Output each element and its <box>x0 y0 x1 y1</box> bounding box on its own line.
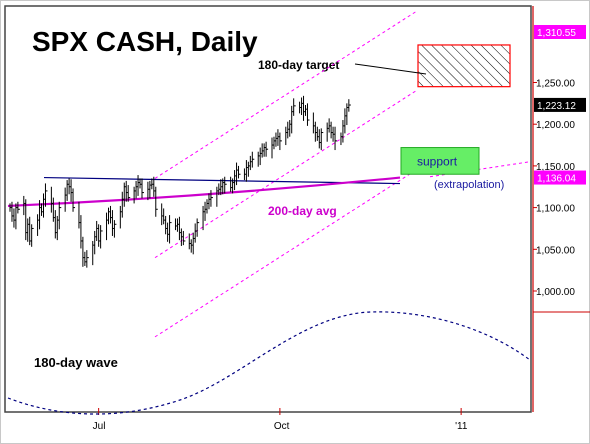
channel-line <box>154 169 417 338</box>
price-tag <box>534 170 586 185</box>
x-tick-label: Oct <box>274 421 290 432</box>
channel-extrapolation <box>429 161 531 178</box>
extrapolation-label: (extrapolation) <box>434 179 504 191</box>
y-tick-label: 1,200.00 <box>536 120 575 131</box>
y-tick-label: 1,100.00 <box>536 204 575 215</box>
chart-marks: 1,000.00 1,050.00 1,100.00 1,150.00 1,200.00… <box>7 6 590 432</box>
x-tick-label: Jul <box>93 421 106 432</box>
avg-label: 200-day avg <box>268 204 337 218</box>
target-label: 180-day target <box>258 58 339 72</box>
channel-line <box>154 11 417 179</box>
y-tick-label: 1,150.00 <box>536 162 575 173</box>
target-pointer <box>354 63 427 75</box>
price-tag-label: 1,223.12 <box>537 101 576 112</box>
y-tick-label: 1,000.00 <box>536 287 575 298</box>
target-box <box>417 44 511 88</box>
y-tick-label: 1,250.00 <box>536 79 575 90</box>
price-tag-label: 1,136.04 <box>537 174 576 185</box>
channel-line <box>154 90 417 259</box>
x-tick-label: '11 <box>455 421 468 432</box>
support-label: support <box>417 155 458 169</box>
price-tag <box>534 97 586 112</box>
chart-title: SPX CASH, Daily <box>32 26 258 57</box>
wave-label: 180-day wave <box>34 355 118 370</box>
y-tick-label: 1,050.00 <box>536 245 575 256</box>
price-tag <box>534 25 586 40</box>
support-box <box>400 147 480 175</box>
price-tag-label: 1,310.55 <box>537 28 576 39</box>
